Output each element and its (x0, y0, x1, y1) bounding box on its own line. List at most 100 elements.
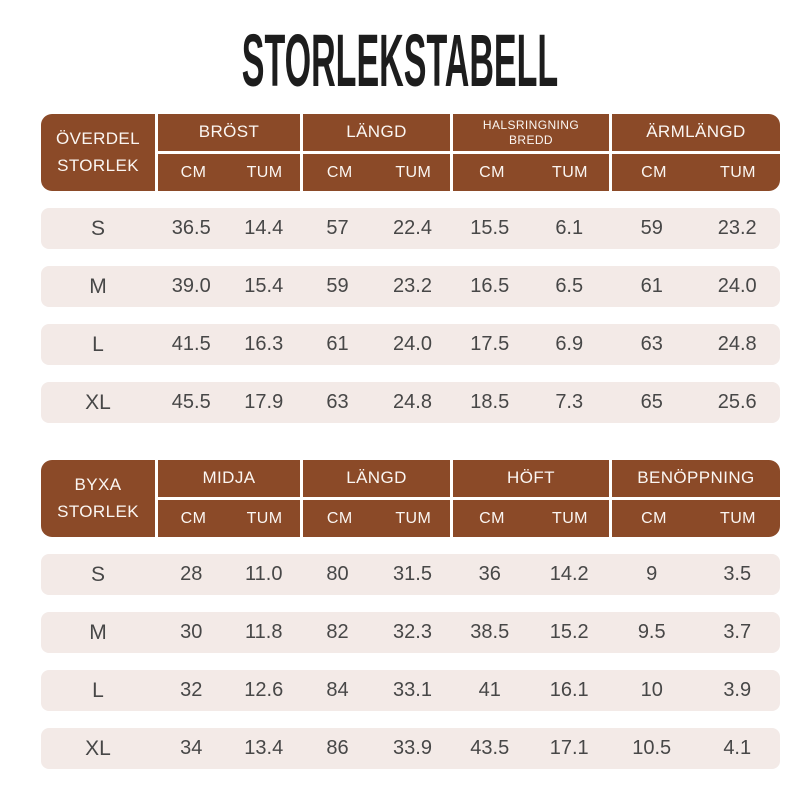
group-header-halsringning-bredd: HALSRINGNING BREDD (453, 114, 609, 154)
unit-row: CM TUM (612, 154, 780, 191)
value-cell: 16.5 (470, 275, 510, 297)
group-header-text: MIDJA (202, 468, 256, 488)
row-group: 41 16.1 (450, 670, 609, 711)
row-group: 18.5 7.3 (450, 382, 609, 423)
value-cell: 61 (640, 275, 663, 297)
unit-row: CM TUM (612, 500, 780, 537)
value-cell: 36 (478, 563, 501, 585)
header-byxa-storlek: BYXA STORLEK (41, 460, 155, 537)
unit-header-cm: CM (479, 509, 505, 527)
value-cell: 36.5 (171, 217, 211, 239)
value-cell: 14.2 (549, 563, 589, 585)
size-label: L (92, 332, 104, 356)
value-cell: 6.1 (555, 217, 584, 239)
unit-row: CM TUM (303, 154, 450, 191)
row-group: 65 25.6 (609, 382, 780, 423)
value-cell: 10 (640, 679, 663, 701)
value-cell: 17.1 (549, 737, 589, 759)
header-label-line1: ÖVERDEL (55, 129, 141, 149)
group-header-text: ÄRMLÄNGD (646, 122, 746, 142)
value-cell: 17.5 (470, 333, 510, 355)
value-cell: 10.5 (632, 737, 672, 759)
value-cell: 3.7 (723, 621, 752, 643)
byxa-size-table: BYXA STORLEK MIDJA CM TUM LÄNGD CM TUM (41, 460, 780, 769)
value-cell: 33.1 (393, 679, 432, 701)
column-group-brost: BRÖST CM TUM (155, 114, 300, 191)
value-cell: 86 (326, 737, 349, 759)
row-group: 28 11.0 (155, 554, 300, 595)
value-cell: 11.8 (245, 621, 283, 643)
row-group: 59 23.2 (609, 208, 780, 249)
group-header-armlangd: ÄRMLÄNGD (611, 114, 780, 154)
unit-header-cm: CM (479, 163, 505, 181)
value-cell: 30 (180, 621, 203, 643)
value-cell: 28 (180, 563, 203, 585)
unit-header-tum: TUM (246, 163, 283, 181)
unit-header-tum: TUM (395, 163, 432, 181)
row-group: 32 12.6 (155, 670, 300, 711)
group-header-hoft: HÖFT (453, 460, 609, 500)
unit-row: CM TUM (453, 154, 609, 191)
group-header-text-line1: HALSRINGNING (482, 118, 580, 133)
value-cell: 24.8 (393, 391, 432, 413)
row-group: 63 24.8 (300, 382, 450, 423)
value-cell: 80 (326, 563, 349, 585)
value-cell: 31.5 (393, 563, 432, 585)
value-cell: 12.6 (244, 679, 284, 701)
unit-header-tum: TUM (552, 163, 588, 181)
value-cell: 6.9 (555, 333, 584, 355)
unit-header-cm: CM (641, 509, 667, 527)
table-row-l: L 32 12.6 84 33.1 41 16.1 10 3.9 (41, 670, 780, 711)
value-cell: 23.2 (717, 217, 757, 239)
row-group: 63 24.8 (609, 324, 780, 365)
value-cell: 38.5 (470, 621, 510, 643)
group-header-text: BRÖST (198, 122, 260, 142)
value-cell: 43.5 (470, 737, 510, 759)
unit-row: CM TUM (453, 500, 609, 537)
unit-row: CM TUM (158, 500, 300, 537)
value-cell: 9 (646, 563, 658, 585)
value-cell: 24.0 (393, 333, 432, 355)
value-cell: 6.5 (555, 275, 584, 297)
table-row-m: M 39.0 15.4 59 23.2 16.5 6.5 61 24.0 (41, 266, 780, 307)
value-cell: 82 (326, 621, 349, 643)
page-title-wrap: STORLEKSTABELL (0, 24, 800, 98)
value-cell: 39.0 (171, 275, 211, 297)
row-group: 45.5 17.9 (155, 382, 300, 423)
group-header-langd: LÄNGD (303, 460, 451, 500)
row-group: 34 13.4 (155, 728, 300, 769)
value-cell: 3.5 (723, 563, 752, 585)
group-header-langd: LÄNGD (303, 114, 451, 154)
value-cell: 14.4 (244, 217, 284, 239)
header-label-line1: BYXA (74, 475, 122, 495)
row-group: 39.0 15.4 (155, 266, 300, 307)
row-group: 15.5 6.1 (450, 208, 609, 249)
value-cell: 16.3 (244, 333, 284, 355)
row-group: 43.5 17.1 (450, 728, 609, 769)
value-cell: 15.5 (470, 217, 510, 239)
row-group: 57 22.4 (300, 208, 450, 249)
value-cell: 32.3 (393, 621, 432, 643)
unit-header-cm: CM (180, 509, 207, 527)
header-overdel-storlek: ÖVERDEL STORLEK (41, 114, 155, 191)
row-group: 80 31.5 (300, 554, 450, 595)
size-label: M (89, 274, 107, 298)
row-group: 86 33.9 (300, 728, 450, 769)
row-group: 36 14.2 (450, 554, 609, 595)
value-cell: 84 (326, 679, 349, 701)
row-group: 30 11.8 (155, 612, 300, 653)
column-group-langd: LÄNGD CM TUM (300, 114, 451, 191)
unit-header-tum: TUM (395, 509, 432, 527)
size-label: S (91, 562, 106, 586)
value-cell: 45.5 (171, 391, 211, 413)
value-cell: 15.4 (244, 275, 284, 297)
value-cell: 59 (640, 217, 663, 239)
table-row-m: M 30 11.8 82 32.3 38.5 15.2 9.5 3.7 (41, 612, 780, 653)
row-group: 61 24.0 (609, 266, 780, 307)
row-group: 41.5 16.3 (155, 324, 300, 365)
size-label: L (92, 678, 104, 702)
value-cell: 57 (326, 217, 349, 239)
column-group-midja: MIDJA CM TUM (155, 460, 300, 537)
value-cell: 15.2 (549, 621, 589, 643)
row-group: 10.5 4.1 (609, 728, 780, 769)
